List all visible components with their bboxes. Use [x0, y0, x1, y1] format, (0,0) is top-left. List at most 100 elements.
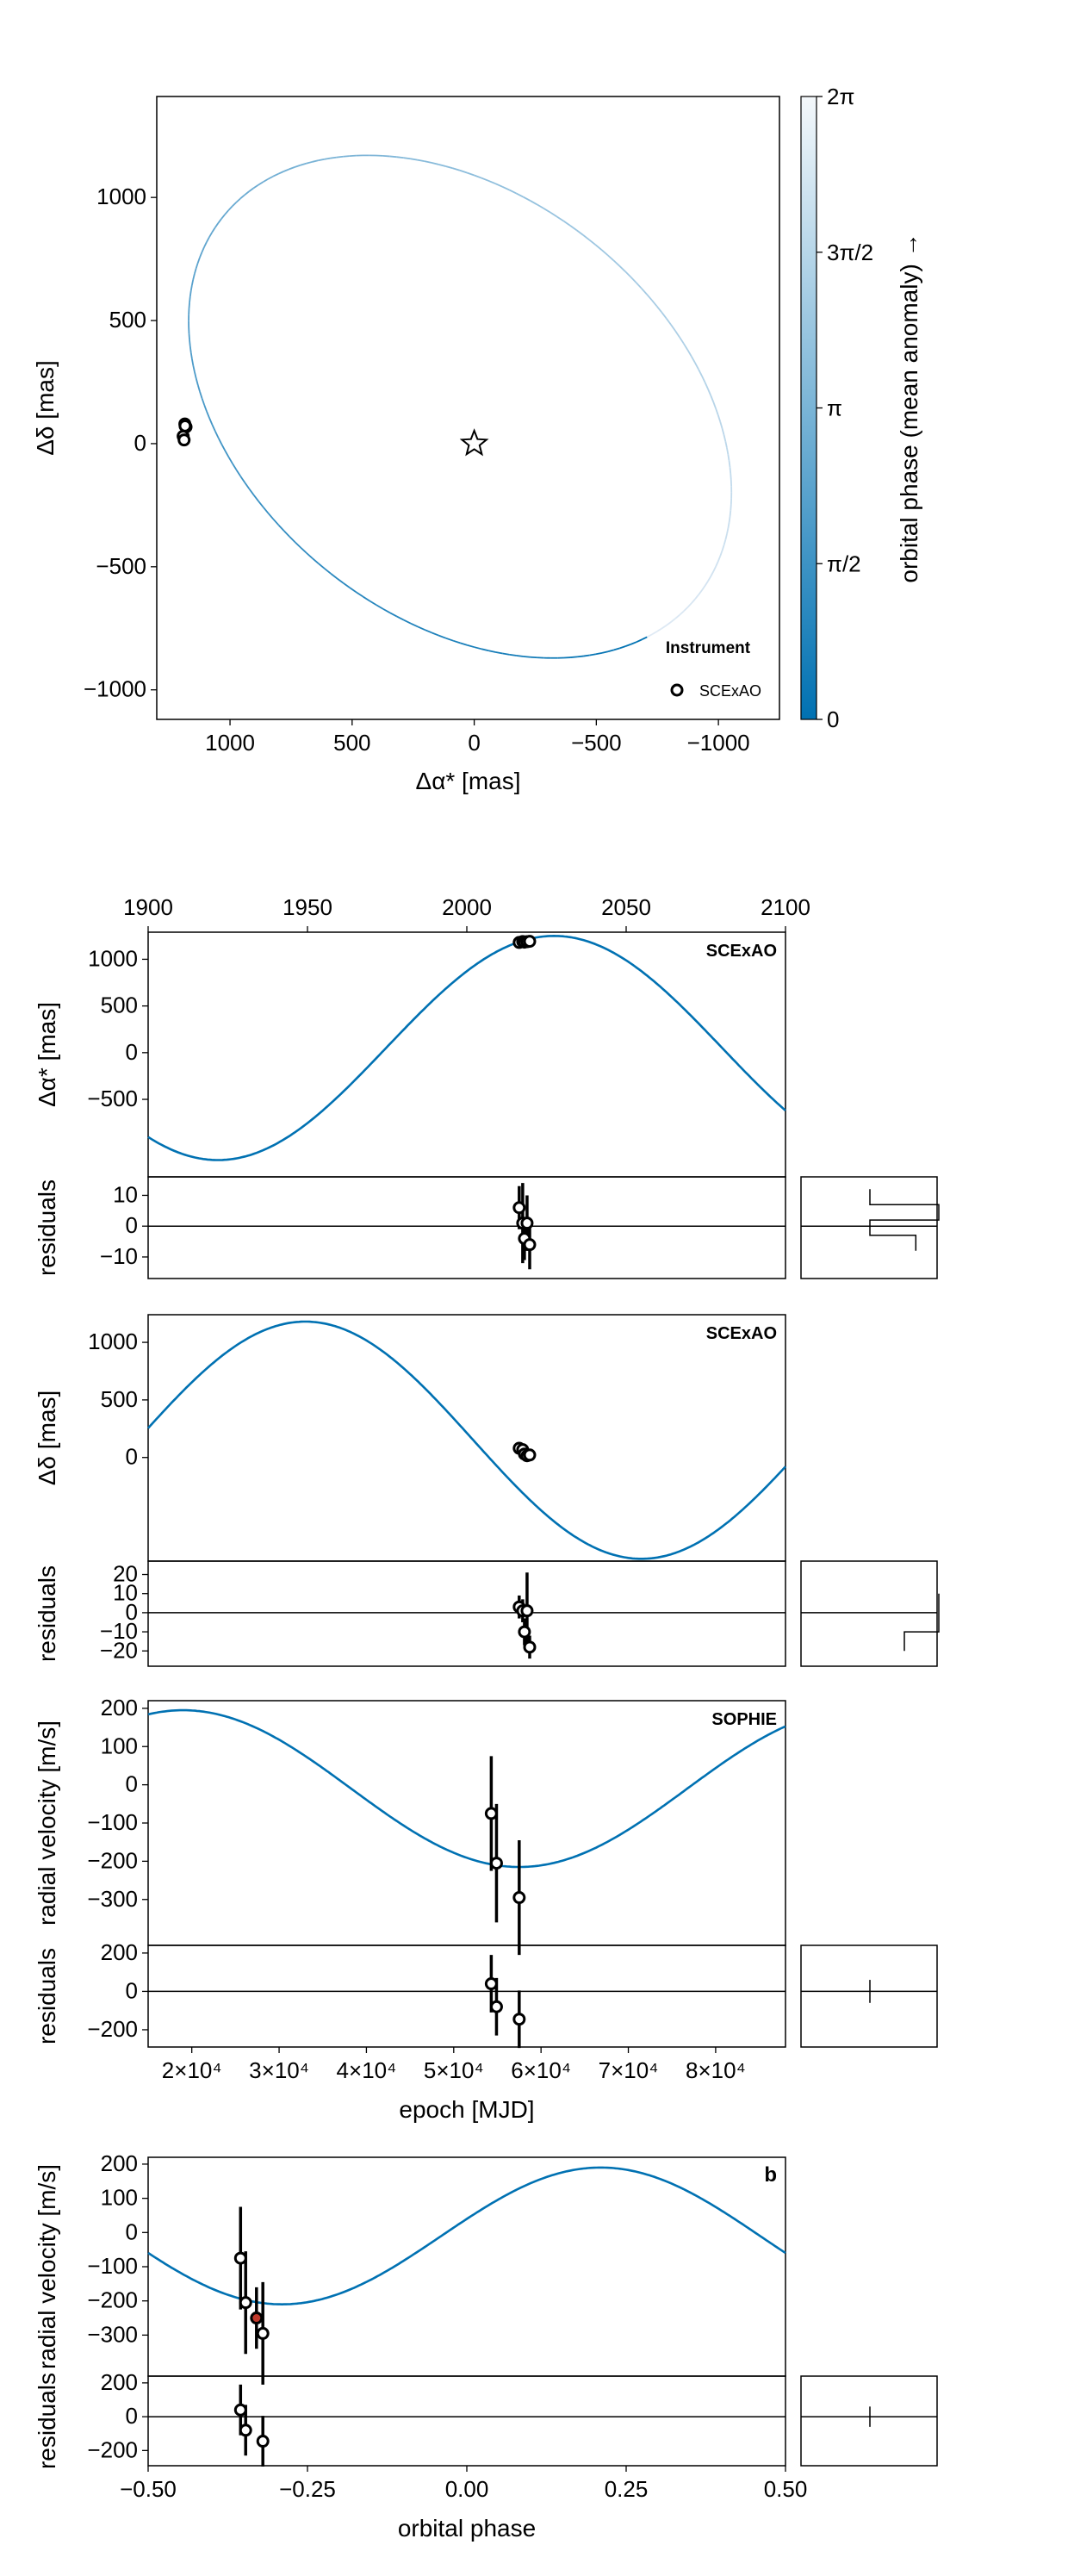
orbit-segment — [613, 647, 620, 651]
orbit-segment — [208, 232, 213, 238]
sky-data-point — [177, 433, 191, 447]
colorbar-label: orbital phase (mean anomaly) → — [896, 233, 922, 582]
dec-time-data-point — [523, 1448, 537, 1462]
orbit-segment — [258, 501, 264, 508]
orbit-segment — [715, 408, 719, 416]
rv-time-residual-point — [512, 2013, 526, 2026]
orbit-segment — [488, 650, 496, 653]
orbit-segment — [343, 582, 351, 588]
orbit-segment — [248, 187, 254, 192]
orbit-segment — [424, 629, 432, 634]
orbit-segment — [618, 264, 626, 272]
orbit-segment — [646, 293, 653, 301]
orbit-segment — [661, 311, 668, 320]
orbit-segment — [729, 510, 732, 517]
ra-time-hist-step — [869, 1189, 940, 1251]
orbit-segment — [214, 431, 220, 439]
orbit-segment — [289, 166, 295, 171]
orbit-segment — [220, 214, 226, 220]
orbit-segment — [467, 644, 475, 649]
orbit-segment — [262, 178, 269, 183]
rv-time-panel-label: SOPHIE — [711, 1710, 777, 1729]
orbit-segment — [206, 236, 210, 243]
sky-xtick-label: −1000 — [687, 730, 750, 756]
orbit-segment — [217, 218, 222, 224]
orbit-segment — [726, 447, 730, 455]
ra-time-ytick-label: 500 — [101, 992, 138, 1018]
orbit-segment — [576, 655, 584, 658]
dec-time-residuals-ytick-label: 20 — [113, 1561, 138, 1587]
orbit-segment — [641, 636, 648, 641]
orbit-segment — [595, 651, 603, 656]
orbit-segment — [289, 536, 296, 543]
rv-phase-xtick-label: −0.50 — [120, 2476, 177, 2502]
rv-time-ytick-label: 100 — [101, 1733, 138, 1758]
orbit-segment — [263, 507, 270, 514]
colorbar — [800, 96, 817, 720]
rv-phase-model-curve — [147, 2166, 786, 2306]
dec-time-ytick-label: 1000 — [88, 1328, 138, 1354]
orbit-segment — [211, 227, 216, 233]
ra-time-ytick-label: −500 — [87, 1086, 138, 1111]
rv-time-ytick-label: −100 — [87, 1809, 138, 1835]
orbit-segment — [239, 476, 246, 483]
orbit-segment — [382, 608, 391, 614]
ra-time-top-tick-label: 2000 — [442, 894, 492, 920]
orbit-segment — [487, 179, 496, 184]
rv-time-residuals-ytick-label: 0 — [126, 1977, 138, 2003]
orbit-segment — [646, 633, 653, 638]
orbit-segment — [227, 457, 233, 464]
rv-time-model-curve — [147, 1708, 786, 1869]
orbit-segment — [683, 607, 689, 612]
orbit-segment — [189, 296, 191, 303]
orbit-segment — [211, 424, 216, 432]
orbit-segment — [619, 645, 626, 650]
orbit-segment — [235, 470, 242, 477]
orbit-segment — [715, 560, 719, 567]
orbit-segment — [244, 482, 251, 490]
sky-ytick-label: 500 — [109, 307, 146, 333]
orbit-segment — [277, 524, 285, 532]
orbit-segment — [220, 444, 227, 451]
dec-time-ytick-label: 0 — [126, 1444, 138, 1470]
dec-time-residual-point — [518, 1625, 531, 1639]
orbit-segment — [730, 504, 732, 511]
dec-time-residual-point — [520, 1604, 534, 1618]
dec-time-model-curve — [147, 1320, 786, 1560]
rv-phase-residuals-ytick-label: 200 — [101, 2369, 138, 2395]
orbit-segment — [502, 652, 510, 656]
orbit-segment — [474, 174, 481, 179]
orbit-segment — [191, 358, 195, 366]
rv-phase-data-point — [256, 2326, 270, 2340]
orbit-segment — [700, 375, 706, 383]
orbit-segment — [690, 355, 696, 364]
orbit-segment — [686, 602, 692, 608]
orbit-segment — [515, 192, 524, 198]
orbit-segment — [691, 598, 696, 604]
orbit-segment — [536, 203, 544, 209]
rv-phase-ytick-label: 200 — [101, 2150, 138, 2176]
rv-phase-panel-label: b — [764, 2163, 777, 2187]
sky-xlabel: Δα* [mas] — [415, 768, 520, 794]
orbit-segment — [324, 568, 332, 575]
orbit-segment — [727, 522, 730, 529]
orbit-segment — [704, 382, 709, 389]
sky-xtick-label: −500 — [571, 730, 622, 756]
rv-phase-highlight-point — [250, 2312, 264, 2325]
colorbar-tick-label: 2π — [827, 84, 854, 109]
rv-time-xtick-label: 8×10⁴ — [686, 2057, 746, 2083]
legend-marker — [670, 683, 684, 697]
orbit-segment — [403, 619, 412, 625]
orbit-segment — [562, 220, 571, 227]
rv-time-xtick-label: 4×10⁴ — [337, 2057, 397, 2083]
sky-ytick-label: 1000 — [96, 184, 146, 209]
orbit-segment — [694, 594, 699, 600]
orbit-segment — [195, 262, 199, 269]
orbit-segment — [224, 209, 230, 215]
orbit-segment — [369, 600, 377, 607]
ra-time-residuals-ytick-label: 0 — [126, 1212, 138, 1238]
rv-time-xlabel: epoch [MJD] — [399, 2096, 534, 2123]
orbit-segment — [252, 495, 259, 502]
orbit-segment — [607, 649, 615, 653]
rv-phase-ytick-label: 100 — [101, 2185, 138, 2211]
